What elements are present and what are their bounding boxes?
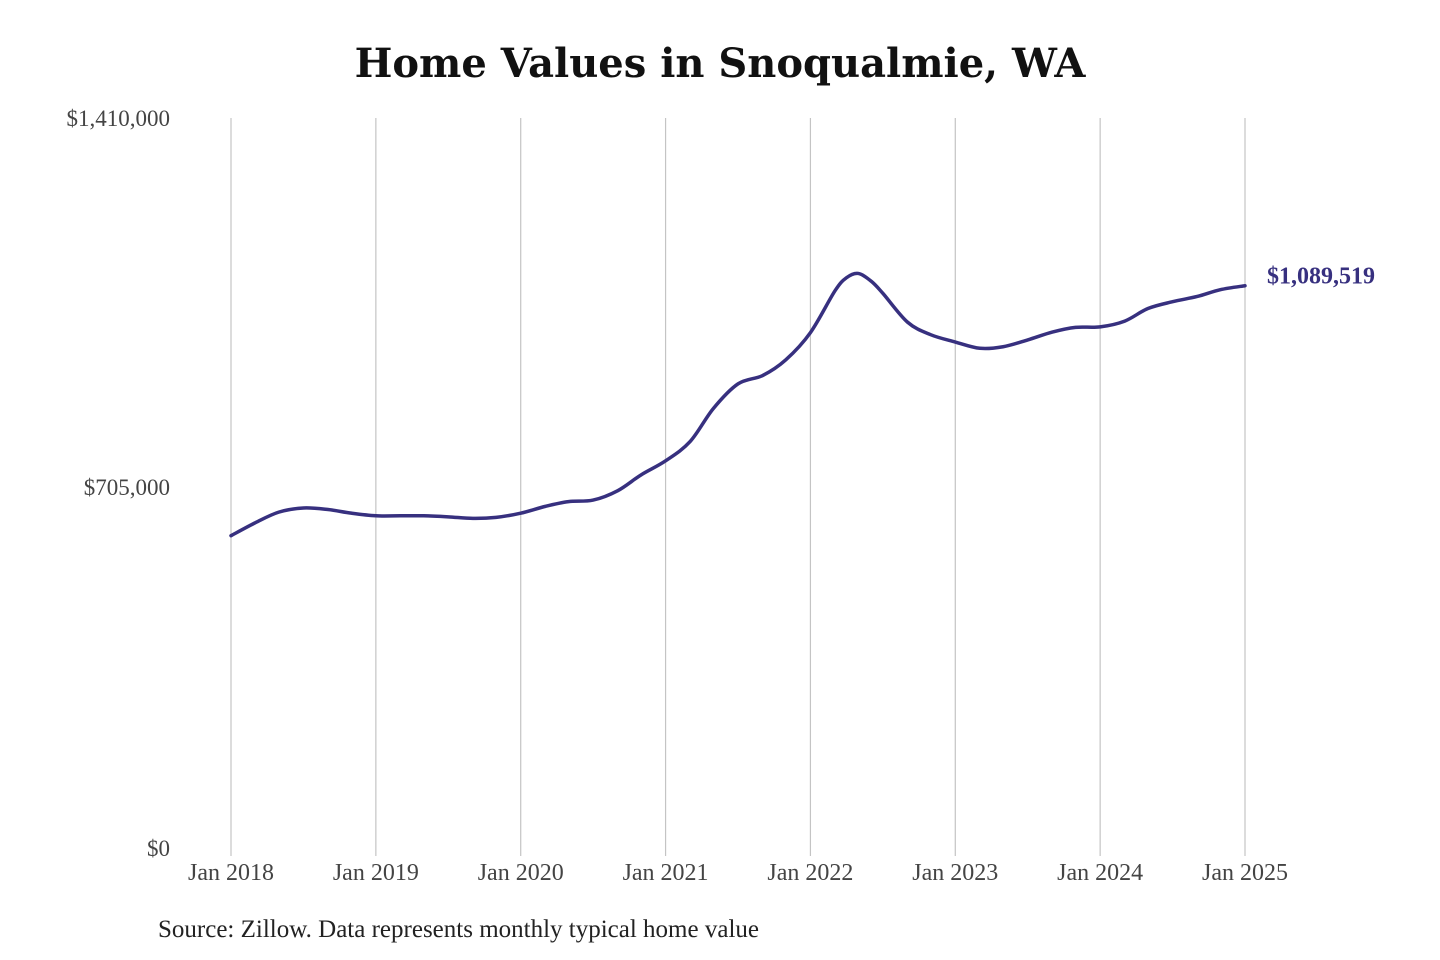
y-tick-label: $1,410,000: [67, 106, 171, 131]
gridlines: [230, 118, 1246, 856]
chart-title: Home Values in Snoqualmie, WA: [354, 40, 1086, 87]
series-lines: [229, 271, 1247, 538]
end-value-label: $1,089,519: [1267, 264, 1375, 290]
annotations: $1,089,519: [1267, 264, 1375, 290]
x-tick-label: Jan 2022: [767, 860, 853, 886]
x-tick-label: Jan 2025: [1202, 860, 1288, 886]
y-tick-label: $0: [147, 836, 170, 861]
series-line: [229, 271, 1247, 538]
y-tick-label: $705,000: [84, 475, 170, 500]
x-tick-label: Jan 2020: [478, 860, 564, 886]
x-tick-label: Jan 2021: [623, 860, 709, 886]
x-tick-label: Jan 2018: [188, 860, 274, 886]
x-axis-ticks: Jan 2018 Jan 2019 Jan 2020 Jan 2021 Jan 2022…: [188, 860, 1288, 886]
y-axis-ticks: $0 $705,000 $1,410,000: [67, 106, 171, 861]
x-tick-label: Jan 2019: [333, 860, 419, 886]
x-tick-label: Jan 2023: [912, 860, 998, 886]
x-tick-label: Jan 2024: [1057, 860, 1143, 886]
source-note: Source: Zillow. Data represents monthly …: [158, 916, 759, 943]
